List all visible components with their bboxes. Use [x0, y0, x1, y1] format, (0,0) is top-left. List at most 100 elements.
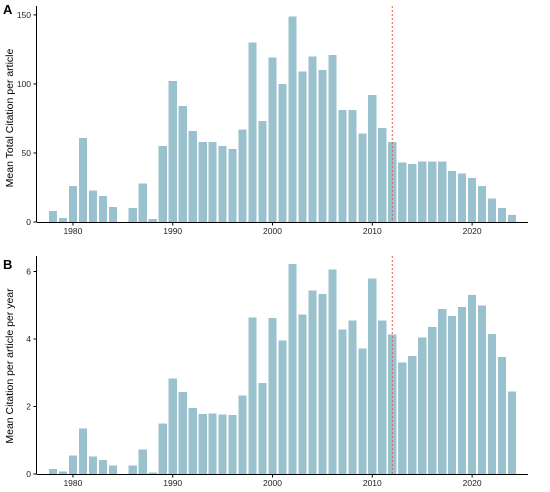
panel-a-bar-1998 [248, 42, 257, 222]
panel-a-bar-2011 [378, 128, 387, 222]
panel-b-bar-1997 [238, 395, 247, 474]
panel-a-bar-2003 [298, 71, 307, 222]
panel-a-bar-1983 [98, 195, 107, 222]
panel-b: B Mean Citation per article per year 198… [3, 256, 528, 488]
panel-a-bar-1978 [48, 210, 58, 222]
panel-a-bar-2002 [288, 16, 297, 223]
panel-b-bar-1983 [98, 459, 107, 474]
panel-a-bar-1992 [188, 130, 197, 222]
panel-a-label: A [3, 2, 13, 17]
panel-a-bar-2000 [268, 57, 277, 223]
panel-b-bar-2008 [348, 320, 357, 474]
panel-b-label: B [3, 257, 12, 272]
panel-b-bar-2009 [358, 348, 367, 474]
panel-a-bar-2021 [478, 186, 487, 222]
panel-a-bar-1996 [228, 148, 237, 222]
panel-b-bar-2000 [268, 318, 277, 474]
panel-a-bar-1986 [128, 208, 137, 222]
panel-b-bar-2023 [497, 357, 507, 474]
panel-a-bar-2015 [418, 161, 427, 222]
panel-a-y-axis-title: Mean Total Citation per article [4, 48, 16, 187]
panel-b-bar-2013 [398, 362, 407, 475]
panel-b-y-axis-title: Mean Citation per article per year [4, 288, 16, 444]
panel-b-bar-1987 [138, 449, 147, 474]
panel-a-bar-2004 [308, 56, 317, 222]
panel-b-bar-1998 [248, 317, 257, 474]
panel-a-bar-1984 [108, 206, 117, 222]
panel-a: A Mean Total Citation per article 1980 19… [3, 2, 528, 236]
panel-a-bar-2017 [438, 161, 447, 222]
panel-a-bar-1991 [178, 106, 187, 222]
panel-b-bar-1986 [128, 465, 137, 474]
panel-a-bar-2012 [388, 141, 397, 222]
panel-b-bar-2018 [448, 316, 457, 474]
panel-a-bar-1987 [138, 183, 147, 222]
panel-a-bar-2024 [507, 215, 517, 222]
panel-b-bar-1991 [178, 391, 187, 474]
panel-b-bar-1978 [48, 468, 58, 474]
panel-a-bar-2013 [398, 162, 407, 222]
panel-b-bar-1996 [228, 414, 237, 474]
panel-b-x-tick-label-1980: 1980 [63, 478, 82, 488]
panel-a-bar-2006 [328, 54, 337, 222]
panel-b-bar-1988 [148, 472, 157, 474]
panel-a-bar-1990 [168, 81, 177, 222]
panel-b-bar-1995 [218, 414, 227, 474]
panel-b-bar-2016 [428, 327, 437, 474]
panel-a-y-tick-label-150: 150 [17, 10, 31, 20]
panel-b-plot: 1980 1990 2000 2010 2020 0 2 4 6 [26, 256, 528, 488]
panel-b-bar-2010 [368, 278, 377, 474]
panel-b-y-tick-label-6: 6 [26, 267, 31, 277]
panel-b-bar-2019 [458, 306, 467, 474]
panel-a-bar-1989 [158, 146, 167, 222]
panel-a-bar-2007 [338, 110, 347, 222]
panel-b-bar-1979 [58, 471, 68, 474]
panel-a-y-tick-label-0: 0 [26, 217, 31, 227]
panel-b-bar-2014 [408, 355, 417, 475]
panel-b-bar-2022 [487, 333, 497, 474]
panel-a-bar-2005 [318, 70, 327, 222]
panel-b-bar-2001 [278, 340, 287, 474]
panel-a-bar-2008 [348, 110, 357, 222]
panel-a-bar-2001 [278, 83, 287, 222]
panel-a-bar-2023 [497, 208, 507, 222]
panel-b-x-tick-label-2020: 2020 [463, 478, 482, 488]
panel-b-y-tick-label-0: 0 [26, 469, 31, 479]
panel-a-x-tick-label-1990: 1990 [163, 226, 182, 236]
panel-b-y-tick-label-2: 2 [26, 402, 31, 412]
panel-a-y-tick-label-50: 50 [22, 148, 32, 158]
panel-a-bar-1979 [58, 217, 68, 222]
panel-b-x-tick-label-1990: 1990 [163, 478, 182, 488]
panel-a-bar-1995 [218, 146, 227, 222]
panel-b-bar-2020 [468, 295, 477, 475]
panel-b-y-tick-label-4: 4 [26, 334, 31, 344]
panel-a-bar-2022 [487, 198, 497, 222]
panel-a-bar-1997 [238, 129, 247, 222]
panel-a-bar-2016 [428, 161, 437, 222]
panel-b-bar-1981 [78, 428, 87, 474]
panel-b-bar-2006 [328, 269, 337, 474]
panel-b-bar-2005 [318, 293, 327, 474]
panel-a-x-tick-label-2000: 2000 [263, 226, 282, 236]
panel-a-bar-1988 [148, 219, 157, 222]
panel-b-bar-2002 [288, 264, 297, 474]
panel-a-bar-2014 [408, 164, 417, 222]
panel-b-bar-1982 [88, 456, 97, 474]
panel-b-bar-2015 [418, 337, 427, 474]
panel-a-bar-2009 [358, 133, 367, 222]
panel-a-bar-2019 [458, 173, 467, 222]
panel-a-bar-2018 [448, 170, 457, 222]
panel-b-bar-1980 [68, 455, 78, 474]
panel-b-bar-1993 [198, 413, 207, 474]
panel-a-bar-2010 [368, 94, 377, 222]
panel-b-bar-1999 [258, 382, 267, 475]
panel-a-plot: 1980 1990 2000 2010 2020 0 50 100 150 [17, 6, 528, 236]
panel-a-bar-1982 [88, 190, 97, 222]
panel-b-bar-2004 [308, 290, 317, 474]
panel-a-x-tick-label-1980: 1980 [63, 226, 82, 236]
panel-a-bar-1981 [78, 137, 87, 222]
panel-a-bar-1980 [68, 186, 78, 222]
panel-a-x-tick-label-2010: 2010 [363, 226, 382, 236]
panel-a-x-tick-label-2020: 2020 [463, 226, 482, 236]
